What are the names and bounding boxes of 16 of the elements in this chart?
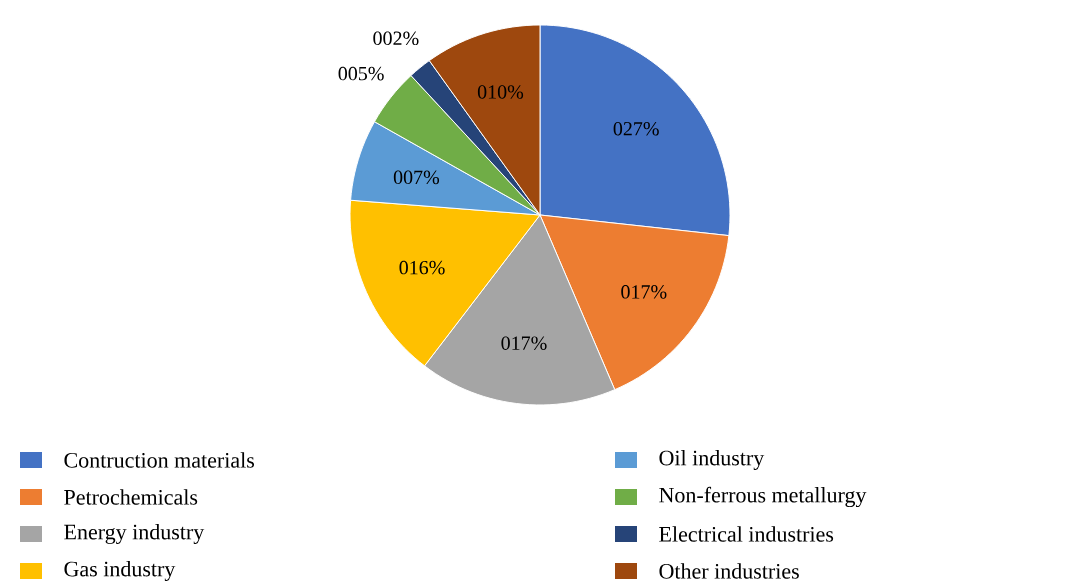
data-label: 027% (613, 121, 659, 136)
data-label: 007% (393, 170, 440, 185)
legend-label: Electrical industries (659, 526, 834, 542)
legend-label: Non-ferrous metallurgy (659, 486, 867, 508)
data-label: 005% (338, 66, 384, 81)
legend-label: Gas industry (64, 560, 176, 581)
legend-label: Contruction materials (64, 452, 255, 468)
legend-label: Oil industry (659, 449, 765, 470)
data-label: 017% (501, 336, 547, 350)
data-label: 017% (621, 285, 667, 299)
legend-label: Energy industry (64, 523, 205, 544)
data-label: 016% (399, 260, 445, 275)
legend-label: Other industries (659, 563, 799, 579)
data-label: 010% (477, 85, 524, 99)
legend-label: Petrochemicals (64, 489, 198, 505)
data-label: 002% (373, 31, 419, 46)
